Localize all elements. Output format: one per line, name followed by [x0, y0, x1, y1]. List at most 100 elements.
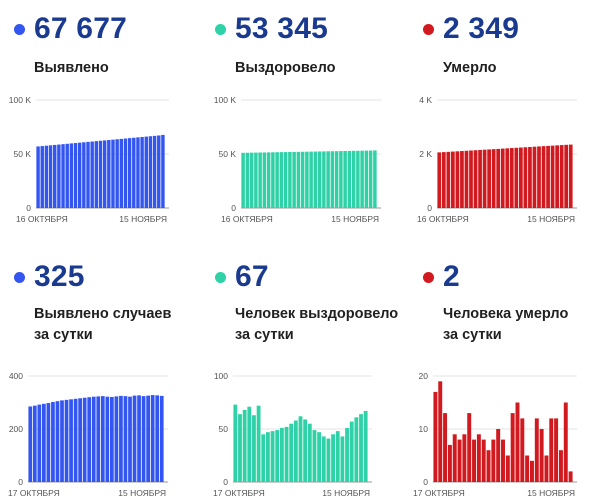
- detected-label: Выявлено: [34, 60, 109, 76]
- bar: [549, 418, 554, 482]
- recovered-chart: 0 50 K 100 K 16 ОКТЯБРЯ 15 НОЯБРЯ: [214, 95, 381, 224]
- x-start-label: 17 ОКТЯБРЯ: [413, 488, 465, 498]
- x-start-label: 17 ОКТЯБРЯ: [213, 488, 265, 498]
- bar: [441, 152, 446, 208]
- bar: [292, 151, 296, 208]
- bar: [77, 142, 82, 208]
- bar: [150, 395, 155, 482]
- died-daily-label-line2: за сутки: [443, 327, 502, 343]
- bar: [298, 416, 303, 482]
- bar: [523, 147, 528, 208]
- bar: [460, 151, 464, 208]
- bar: [275, 430, 280, 482]
- bar: [132, 395, 137, 482]
- bar: [136, 137, 140, 208]
- bar: [46, 403, 51, 482]
- x-end-label: 15 НОЯБРЯ: [527, 488, 575, 498]
- died-daily-total: 2: [443, 260, 460, 293]
- bar: [262, 152, 267, 208]
- bar: [119, 138, 124, 208]
- detected-daily-chart: 0 200 400 17 ОКТЯБРЯ 15 НОЯБРЯ: [8, 371, 168, 498]
- recovered-daily-total: 67: [235, 260, 269, 293]
- x-end-label: 15 НОЯБРЯ: [118, 488, 166, 498]
- legend-dot-icon: [423, 24, 434, 35]
- bar: [363, 410, 368, 482]
- bar: [107, 140, 111, 208]
- bar: [96, 396, 101, 482]
- bar: [464, 150, 469, 208]
- bar: [317, 151, 322, 208]
- bar: [496, 429, 501, 482]
- bar: [476, 434, 481, 482]
- bar: [82, 142, 86, 208]
- bar: [478, 149, 482, 208]
- bar: [541, 146, 546, 208]
- bar: [55, 401, 60, 482]
- bar: [293, 420, 298, 482]
- bar: [501, 439, 505, 482]
- x-start-label: 16 ОКТЯБРЯ: [16, 214, 68, 224]
- bar: [539, 429, 544, 482]
- y-tick-label: 0: [231, 203, 236, 213]
- bar: [69, 399, 73, 482]
- bar: [326, 438, 331, 482]
- bar: [100, 396, 105, 482]
- bar: [247, 406, 252, 482]
- bar: [37, 404, 42, 482]
- bar: [275, 152, 279, 208]
- bar: [505, 148, 510, 208]
- bar: [339, 151, 343, 208]
- legend-dot-icon: [14, 272, 25, 283]
- detected-daily-label-line1: Выявлено случаев: [34, 306, 172, 322]
- bar: [60, 400, 64, 482]
- bar: [42, 403, 46, 482]
- bar: [359, 414, 363, 482]
- bar: [438, 381, 443, 482]
- panel-recovered: 53 345 Выздоровело 0 50 K 100 K 16 ОКТЯБРЯ 1…: [205, 0, 400, 246]
- x-start-label: 16 ОКТЯБРЯ: [417, 214, 469, 224]
- panel-died: 2 349 Умерло 0 2 K 4 K 16 ОКТЯБРЯ 15 НОЯБРЯ: [405, 0, 600, 246]
- y-tick-label: 50: [219, 424, 229, 434]
- bar: [300, 151, 305, 208]
- bar: [550, 145, 555, 208]
- bar: [360, 150, 364, 208]
- bar: [65, 143, 69, 208]
- bar: [446, 151, 451, 208]
- bar: [347, 150, 352, 208]
- bar: [349, 421, 354, 482]
- bar: [568, 471, 573, 482]
- bar: [364, 150, 369, 208]
- recovered-daily-chart: 0 50 100 17 ОКТЯБРЯ 15 НОЯБРЯ: [213, 371, 372, 498]
- bar: [491, 149, 496, 208]
- bar: [105, 396, 110, 482]
- bar: [132, 137, 136, 208]
- x-start-label: 17 ОКТЯБРЯ: [8, 488, 60, 498]
- bar: [343, 150, 347, 208]
- bar: [94, 141, 99, 208]
- panel-detected: 67 677 Выявлено 0 50 K 100 K 16 ОКТЯБРЯ 15 Н…: [0, 0, 195, 246]
- x-end-label: 15 НОЯБРЯ: [331, 214, 379, 224]
- bar: [115, 139, 119, 208]
- bar: [335, 431, 340, 482]
- bar: [266, 432, 270, 482]
- bar: [555, 145, 559, 208]
- bar: [317, 432, 322, 482]
- bar: [261, 434, 266, 482]
- bar: [472, 439, 477, 482]
- bar: [114, 396, 119, 482]
- y-tick-label: 100: [214, 371, 228, 381]
- died-daily-label-line1: Человека умерло: [443, 306, 569, 322]
- bar: [127, 138, 132, 208]
- bar: [233, 404, 238, 482]
- bar: [331, 434, 335, 482]
- detected-total: 67 677: [34, 12, 127, 45]
- recovered-daily-label-line1: Человек выздоровело: [235, 306, 399, 322]
- bar: [159, 395, 164, 482]
- bar: [528, 146, 532, 208]
- bar: [452, 434, 457, 482]
- y-tick-label: 0: [427, 203, 432, 213]
- y-tick-label: 50 K: [14, 149, 32, 159]
- detected-daily-label-line2: за сутки: [34, 327, 93, 343]
- bar: [279, 427, 284, 482]
- bar: [447, 444, 452, 482]
